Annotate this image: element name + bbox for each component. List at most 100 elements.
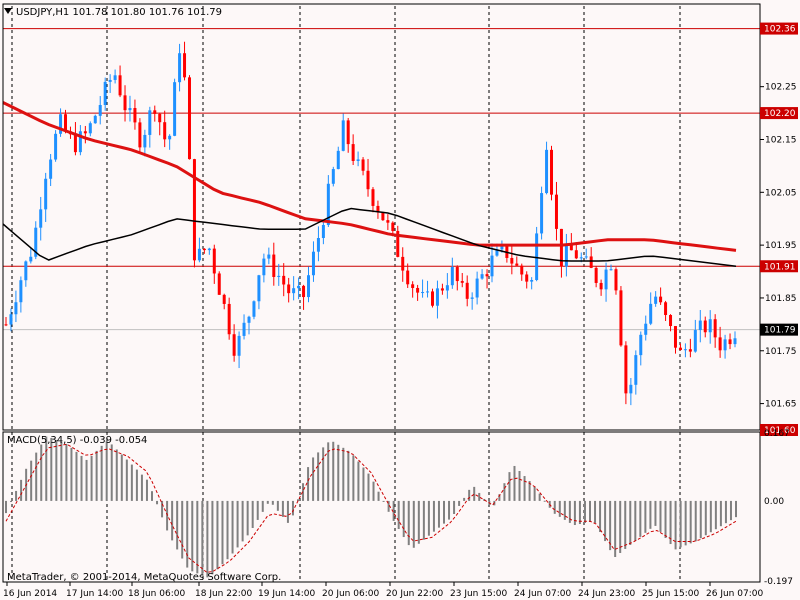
candles: [4, 41, 737, 406]
candle-body: [257, 275, 261, 302]
candle-body: [227, 303, 231, 335]
candle-body: [108, 79, 112, 82]
macd-bar: [392, 500, 395, 521]
candle-body: [664, 302, 668, 316]
candle-body: [416, 287, 420, 293]
candle-body: [381, 212, 385, 221]
macd-bar: [221, 500, 224, 565]
macd-bar: [191, 500, 194, 572]
candle-body: [530, 279, 534, 282]
macd-bar: [352, 455, 355, 501]
candle-body: [688, 349, 692, 352]
macd-bar: [196, 500, 199, 574]
macd-bar: [276, 500, 279, 511]
macd-bar: [624, 500, 627, 549]
macd-bar: [120, 454, 123, 501]
macd-bar: [604, 500, 607, 542]
time-tick-label: 24 Jun 07:00: [514, 589, 571, 599]
candle-body: [693, 330, 697, 352]
macd-bar: [105, 440, 108, 501]
candle-body: [207, 248, 211, 251]
candle-body: [450, 267, 454, 286]
macd-bar: [50, 437, 53, 501]
macd-bar: [251, 500, 254, 528]
macd-bar: [216, 500, 219, 570]
time-tick-label: 23 Jun 15:00: [450, 589, 507, 599]
candle-body: [683, 349, 687, 351]
macd-bar: [75, 451, 78, 501]
price-marker-box: [760, 107, 798, 120]
candle-body: [44, 178, 48, 210]
price-tick-label: 101.95: [765, 241, 797, 251]
macd-bar: [448, 500, 451, 520]
macd-bar: [729, 500, 732, 521]
macd-bar: [5, 500, 7, 514]
macd-bar: [186, 500, 189, 568]
macd-bar: [327, 442, 330, 501]
candle-body: [183, 53, 187, 78]
candle-body: [297, 285, 301, 289]
time-grid: [11, 6, 681, 582]
macd-bar: [281, 500, 284, 517]
macd-header: MACD(5,34,5) -0.039 -0.054: [7, 435, 147, 446]
candle-body: [550, 149, 554, 195]
candle-body: [435, 288, 439, 306]
candle-body: [321, 224, 325, 239]
candle-body: [19, 280, 23, 303]
dropdown-triangle-icon[interactable]: [4, 8, 12, 14]
macd-bar: [583, 500, 586, 524]
candle-body: [73, 134, 77, 153]
macd-bar: [508, 472, 511, 501]
candle-body: [440, 288, 444, 291]
macd-bar: [599, 500, 602, 533]
candle-body: [237, 335, 241, 356]
candle-body: [123, 95, 127, 111]
axes: [2, 3, 761, 583]
candle-body: [733, 338, 737, 345]
macd-bar: [458, 500, 461, 506]
macd-bar: [382, 500, 385, 502]
candle-body: [371, 189, 375, 206]
macd-bar: [568, 500, 571, 523]
macd-bar: [115, 449, 118, 501]
macd-bar: [614, 500, 617, 558]
price-marker-label: 101.60: [764, 426, 796, 436]
candle-body: [649, 303, 653, 324]
macd-bar: [372, 481, 375, 501]
macd-bar: [543, 500, 546, 502]
price-tick-label: 101.65: [765, 400, 797, 410]
candle-body: [659, 296, 663, 303]
time-tick-label: 16 Jun 2014: [3, 589, 57, 599]
macd-bar: [498, 494, 501, 501]
macd-bar: [453, 500, 456, 515]
candle-body: [217, 273, 221, 295]
candle-body: [708, 319, 712, 333]
candle-body: [103, 81, 107, 106]
candle-body: [540, 193, 544, 234]
macd-bar: [297, 499, 299, 501]
candle-body: [480, 274, 484, 279]
candle-body: [118, 75, 122, 96]
candle-body: [163, 122, 167, 140]
price-marker-box: [760, 323, 798, 336]
macd-bar: [377, 491, 380, 501]
candle-body: [49, 159, 53, 179]
macd-bar: [241, 500, 244, 542]
price-tick-label: 101.75: [765, 347, 797, 357]
macd-bar: [110, 444, 113, 501]
macd-bar: [85, 459, 88, 501]
macd-bar: [65, 443, 68, 501]
candle-body: [331, 169, 335, 184]
macd-bar: [322, 447, 325, 501]
candle-body: [212, 248, 216, 274]
macd-bar: [357, 461, 360, 501]
macd-bar: [589, 500, 591, 522]
candle-body: [98, 105, 102, 116]
candle-body: [678, 347, 682, 351]
macd-tick-label: -0.197: [764, 577, 793, 587]
candle-body: [222, 294, 226, 304]
macd-bar: [407, 500, 410, 546]
time-tick-label: 20 Jun 06:00: [322, 589, 379, 599]
